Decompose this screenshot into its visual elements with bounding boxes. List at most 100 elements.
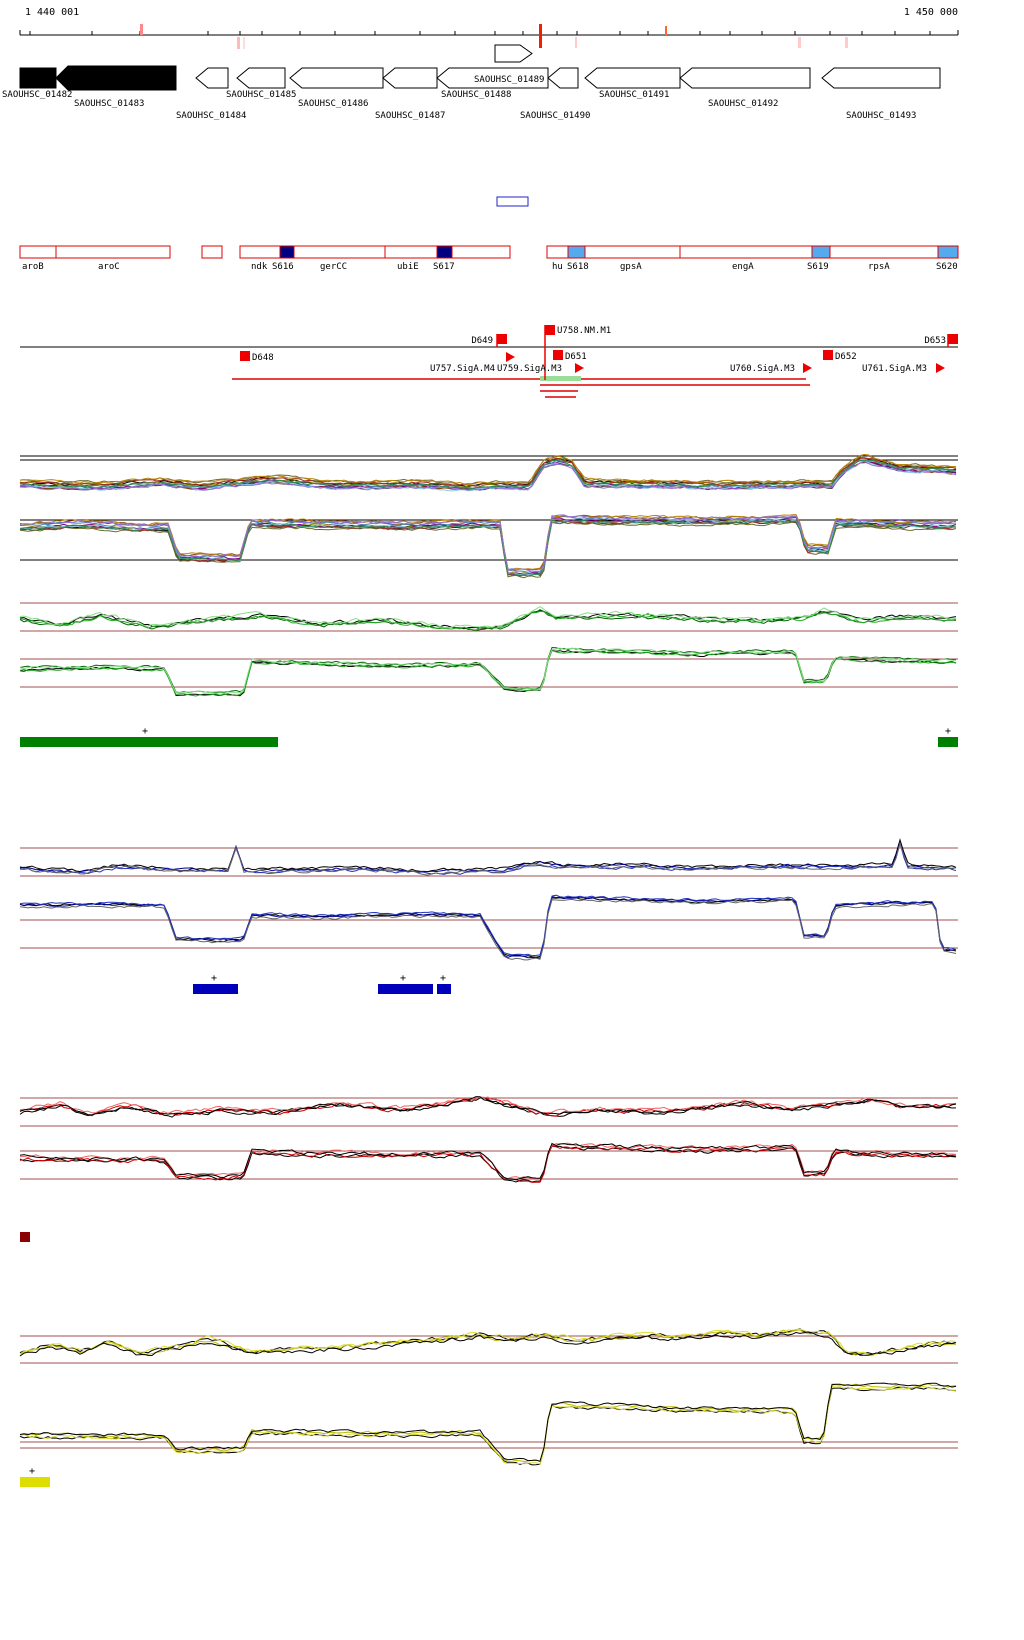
transcript-label: S616	[272, 262, 294, 272]
sigma-site-marker-icon[interactable]	[936, 363, 945, 373]
condition-track-blue-series	[19, 894, 957, 957]
gene-arrow[interactable]	[236, 67, 286, 89]
transcript-box[interactable]	[201, 245, 223, 259]
gene-arrow[interactable]	[584, 67, 681, 89]
coverage-bar[interactable]	[20, 1477, 50, 1487]
gene-label: SAOUHSC_01482	[2, 90, 72, 100]
gene-arrow[interactable]	[382, 67, 438, 89]
coverage-bar[interactable]	[20, 737, 278, 747]
gene-arrow[interactable]	[679, 67, 811, 89]
tss-flag-label: D652	[835, 352, 857, 362]
gene-label: SAOUHSC_01487	[375, 111, 445, 121]
transcript-box[interactable]	[937, 245, 959, 259]
transcript-box[interactable]	[293, 245, 386, 259]
ruler-feature-mark	[539, 24, 542, 48]
condition-track-red-series	[19, 1096, 957, 1118]
plus-strand-mark: +	[945, 726, 951, 737]
transcript-box[interactable]	[546, 245, 569, 259]
transcript-box[interactable]	[811, 245, 831, 259]
probe-intensity-all-samples-series	[19, 457, 957, 487]
gene-arrow[interactable]	[547, 67, 579, 89]
gene-label: SAOUHSC_01486	[298, 99, 368, 109]
condition-track-green-series	[19, 610, 957, 631]
ruler-feature-mark	[140, 24, 143, 35]
transcript-box[interactable]	[55, 245, 171, 259]
plus-strand-mark: +	[440, 973, 446, 984]
tss-flag-label: D649	[471, 336, 493, 346]
condition-track-red-series	[19, 1096, 957, 1114]
tss-flag-label: D648	[252, 353, 274, 363]
tss-flag[interactable]	[948, 334, 958, 344]
tss-flag[interactable]	[240, 351, 250, 361]
condition-track-yellow-series	[19, 1385, 956, 1465]
gene-arrow[interactable]	[821, 67, 941, 89]
transcript-label: hu	[552, 262, 563, 272]
plus-strand-mark: +	[29, 1466, 35, 1477]
transcript-box[interactable]	[384, 245, 438, 259]
transcript-box[interactable]	[19, 245, 57, 259]
gene-arrow[interactable]	[494, 44, 533, 63]
tss-flag-label: D653	[924, 336, 946, 346]
tss-flag[interactable]	[823, 350, 833, 360]
condition-track-blue-series	[19, 841, 957, 876]
transcript-label: S620	[936, 262, 958, 272]
ruler-end-coordinate: 1 450 000	[903, 7, 958, 18]
sigma-site-label: U760.SigA.M3	[730, 364, 795, 374]
transcript-box[interactable]	[239, 245, 281, 259]
probe-intensity-all-samples-series	[19, 460, 957, 492]
sigma-site-marker-icon[interactable]	[575, 363, 584, 373]
condition-track-yellow-series	[19, 1331, 957, 1357]
gene-label: SAOUHSC_01490	[520, 111, 590, 121]
transcript-label: ubiE	[397, 262, 419, 272]
ruler-feature-mark	[665, 26, 667, 35]
tss-flag[interactable]	[497, 334, 507, 344]
tss-flag[interactable]	[553, 350, 563, 360]
transcript-label: S618	[567, 262, 589, 272]
transcript-box[interactable]	[451, 245, 511, 259]
condition-track-blue-series	[19, 840, 957, 874]
coverage-bar[interactable]	[193, 984, 238, 994]
transcript-box[interactable]	[279, 245, 295, 259]
probe-intensity-all-samples-series	[19, 453, 957, 485]
gene-label: SAOUHSC_01489	[474, 75, 544, 85]
ruler-feature-mark	[243, 37, 245, 49]
gene-arrow[interactable]	[289, 67, 384, 89]
green-segment	[540, 376, 581, 381]
transcript-box[interactable]	[567, 245, 586, 259]
transcript-label: S619	[807, 262, 829, 272]
gene-arrow[interactable]	[19, 67, 57, 89]
ruler-feature-mark	[575, 37, 577, 48]
coverage-bar[interactable]	[938, 737, 958, 747]
transcript-box[interactable]	[829, 245, 939, 259]
plus-strand-mark: +	[142, 726, 148, 737]
transcript-box[interactable]	[679, 245, 813, 259]
gene-label: SAOUHSC_01484	[176, 111, 246, 121]
gene-label: SAOUHSC_01488	[441, 90, 511, 100]
plus-strand-mark: +	[400, 973, 406, 984]
coverage-bar[interactable]	[437, 984, 451, 994]
coverage-bar[interactable]	[20, 1232, 30, 1242]
condition-track-green-series	[19, 605, 957, 629]
plus-strand-mark: +	[211, 973, 217, 984]
sigma-site-marker-icon[interactable]	[506, 352, 515, 362]
sigma-site-marker-icon[interactable]	[803, 363, 812, 373]
ruler-feature-mark	[237, 37, 240, 49]
coverage-bar[interactable]	[378, 984, 433, 994]
ruler-start-coordinate: 1 440 001	[25, 7, 80, 18]
condition-track-yellow-series	[19, 1386, 957, 1466]
gene-arrow[interactable]	[195, 67, 229, 89]
sigma-site-label: U759.SigA.M3	[497, 364, 562, 374]
tss-flag-label: D651	[565, 352, 587, 362]
condition-track-green-series	[19, 647, 957, 694]
sigma-site-label: U757.SigA.M4	[430, 364, 495, 374]
transcript-label: rpsA	[868, 262, 890, 272]
tss-flag[interactable]	[545, 325, 555, 335]
transcript-label: gerCC	[320, 262, 347, 272]
transcript-box[interactable]	[584, 245, 681, 259]
probe-intensity-all-samples-series	[19, 514, 957, 572]
gene-arrow[interactable]	[55, 65, 177, 91]
tss-flag-label: U758.NM.M1	[557, 326, 611, 336]
transcript-box[interactable]	[436, 245, 453, 259]
blue-annotation-box[interactable]	[496, 196, 529, 207]
